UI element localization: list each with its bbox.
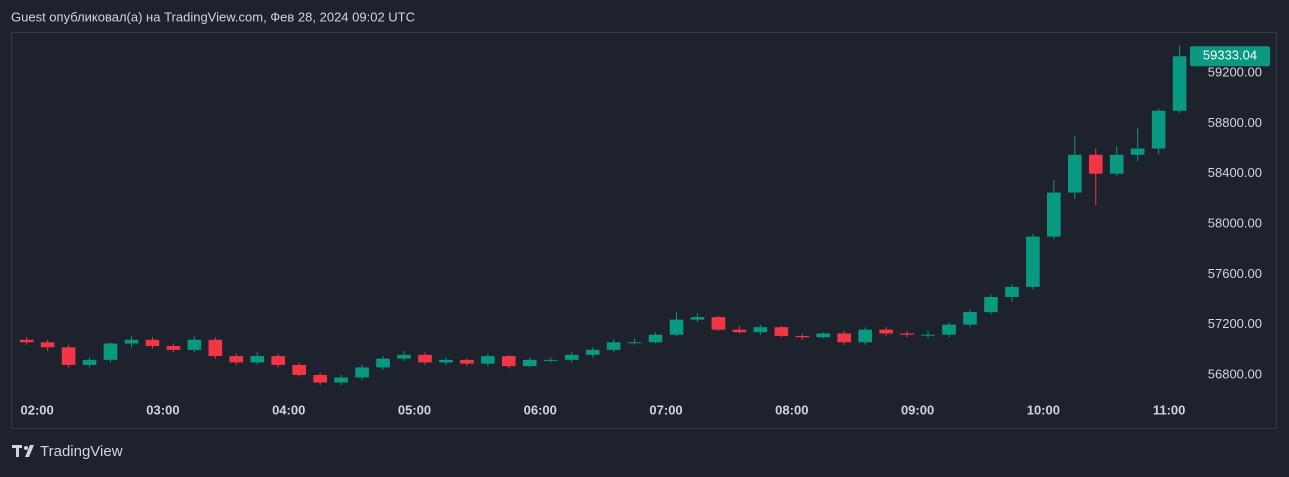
footer: TradingView (40, 443, 123, 460)
candle-body (606, 342, 621, 350)
candle-body (1026, 236, 1040, 287)
candle-body (397, 354, 411, 359)
last-price-label: 59333.04 (1203, 48, 1257, 63)
candle-body (19, 339, 34, 343)
candle-body (313, 374, 327, 383)
candle-body (669, 319, 684, 335)
candle-body (1047, 192, 1061, 237)
candle-body (690, 317, 705, 320)
candle-body (1130, 148, 1145, 155)
candle-body (585, 349, 600, 355)
candle-body (82, 359, 97, 365)
candle-body (522, 359, 537, 367)
candle-body (334, 377, 348, 383)
candle-body (753, 327, 768, 333)
candle-body (711, 317, 726, 330)
candle-body (774, 327, 789, 336)
y-tick-label: 59200.00 (1208, 64, 1262, 79)
candle-body (208, 339, 223, 357)
candle-body (837, 333, 852, 343)
x-tick-label: 09:00 (901, 402, 934, 417)
candle-body (376, 358, 390, 368)
candle-body (732, 329, 747, 333)
candle-body (879, 329, 893, 334)
y-tick-label: 56800.00 (1208, 366, 1262, 381)
candle-body (460, 359, 474, 364)
x-tick-label: 02:00 (21, 402, 54, 417)
candle-body (292, 364, 306, 375)
header: Guest опубликовал(а) на TradingView.com,… (11, 9, 415, 24)
candle-body (1088, 154, 1103, 174)
candle-body (1172, 56, 1187, 111)
candle-body (627, 342, 642, 344)
candle-body (1005, 286, 1019, 297)
x-tick-label: 06:00 (524, 402, 557, 417)
pane-border (11, 32, 1277, 429)
y-tick-label: 57600.00 (1208, 266, 1262, 281)
candle-body (1067, 154, 1082, 193)
x-tick-label: 05:00 (398, 402, 431, 417)
x-tick-label: 08:00 (775, 402, 808, 417)
x-tick-label: 04:00 (272, 402, 305, 417)
candle-body (229, 356, 244, 363)
candle-body (250, 356, 265, 363)
candle-body (795, 335, 810, 338)
candle-body (145, 339, 160, 347)
candle-body (543, 359, 558, 361)
candle-body (418, 354, 432, 363)
candle-body (40, 342, 55, 348)
logo (12, 445, 34, 457)
candle-body (963, 312, 977, 325)
candle-body (984, 296, 998, 313)
candle-body (355, 367, 369, 378)
y-tick-label: 58800.00 (1208, 115, 1262, 130)
y-tick-label: 58000.00 (1208, 215, 1262, 230)
candle-body (858, 329, 872, 343)
last-price-box (1190, 46, 1270, 67)
candle-body (648, 334, 663, 343)
x-tick-label: 03:00 (146, 402, 179, 417)
candle-body (900, 333, 914, 335)
y-tick-label: 57200.00 (1208, 316, 1262, 331)
y-tick-label: 58400.00 (1208, 165, 1262, 180)
x-tick-label: 10:00 (1027, 402, 1060, 417)
candle-body (1151, 110, 1166, 149)
candle-body (271, 356, 286, 365)
candle-body (1109, 154, 1124, 174)
candle-body (564, 354, 579, 360)
candle-body (166, 346, 181, 350)
candle-body (187, 339, 202, 350)
candle-body (502, 356, 516, 367)
candle-body (103, 343, 118, 360)
candle-body (816, 333, 831, 338)
x-tick-label: 11:00 (1153, 402, 1186, 417)
x-tick-label: 07:00 (649, 402, 682, 417)
candle-body (942, 324, 956, 335)
candle-body (124, 339, 139, 344)
candle-body (481, 356, 495, 364)
candle-body (921, 334, 935, 336)
candle-body (61, 347, 76, 365)
candle-body (439, 359, 453, 363)
